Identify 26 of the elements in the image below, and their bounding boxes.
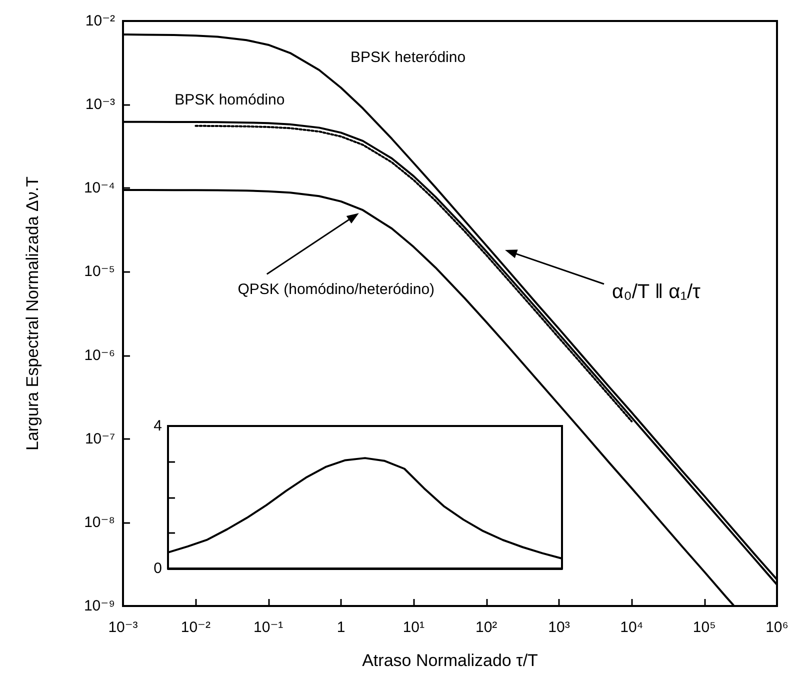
series-label: BPSK heteródino bbox=[350, 49, 466, 66]
y-tick-label: 10⁻⁹ bbox=[84, 598, 115, 614]
y-tick-label: 10⁻³ bbox=[85, 96, 115, 114]
annotation: α₀/T ‖ α₁/τ bbox=[612, 281, 701, 303]
x-tick-label: 10⁻³ bbox=[108, 619, 138, 636]
x-tick-label: 10² bbox=[475, 619, 498, 636]
x-tick-label: 10⁶ bbox=[766, 619, 788, 636]
y-tick-label: 10⁻⁶ bbox=[84, 346, 115, 364]
y-tick-label: 0 bbox=[154, 560, 162, 577]
series-label: BPSK homódino bbox=[174, 92, 285, 109]
x-tick-label: 1 bbox=[336, 619, 346, 636]
x-axis-title: Atraso Normalizado τ/T bbox=[362, 651, 538, 670]
x-tick-label: 10⁻¹ bbox=[254, 619, 284, 636]
y-tick-label: 10⁻² bbox=[85, 12, 115, 30]
y-tick-label: 10⁻⁸ bbox=[84, 514, 115, 531]
y-tick-label: 10⁻⁷ bbox=[84, 430, 115, 448]
y-tick-label: 10⁻⁴ bbox=[84, 180, 115, 197]
x-tick-label: 10⁻² bbox=[180, 619, 210, 636]
y-tick-label: 4 bbox=[154, 418, 162, 434]
x-tick-label: 10³ bbox=[548, 619, 570, 636]
y-tick-label: 10⁻⁵ bbox=[84, 263, 115, 280]
x-tick-label: 10⁴ bbox=[620, 619, 644, 636]
series-label: QPSK (homódino/heteródino) bbox=[238, 281, 435, 298]
y-axis-title: Largura Espectral Normalizada Δν.T bbox=[23, 176, 42, 451]
x-tick-label: 10¹ bbox=[402, 619, 425, 636]
x-tick-label: 10⁵ bbox=[692, 619, 716, 636]
